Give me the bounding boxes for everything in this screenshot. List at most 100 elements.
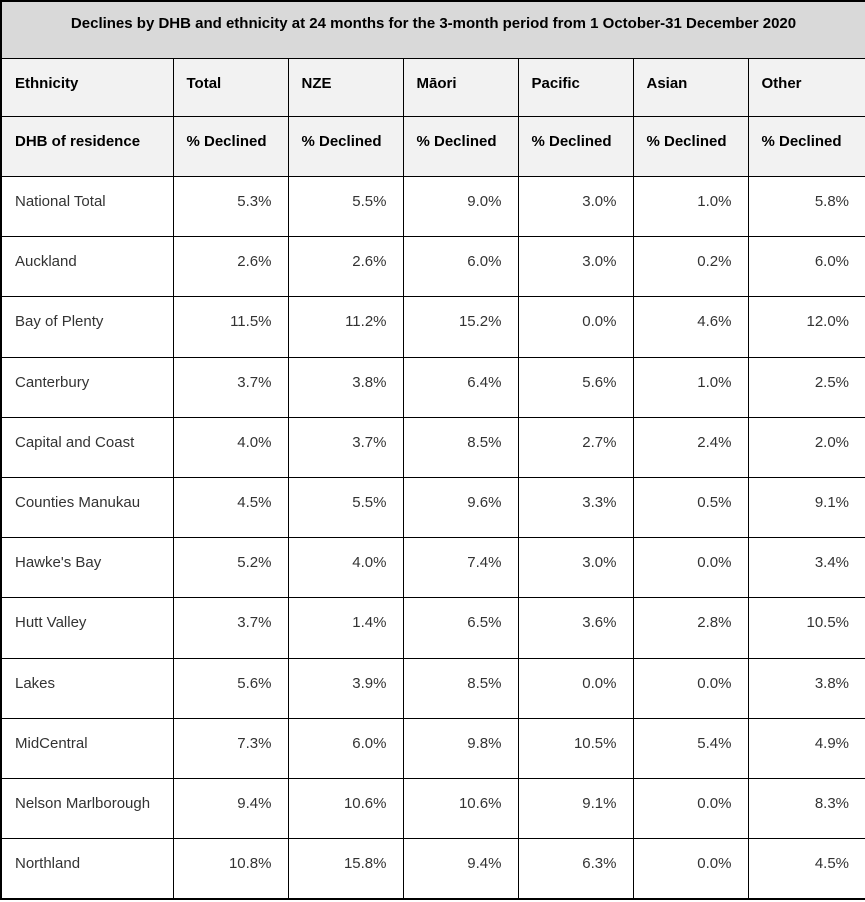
value-cell: 5.8%: [747, 176, 865, 238]
value-cell: 6.5%: [402, 597, 519, 659]
value-cell: 9.1%: [517, 777, 634, 840]
value-cell: 4.9%: [747, 717, 865, 779]
value-cell: 9.8%: [402, 717, 519, 779]
table-row-nelson-marlborough: Nelson Marlborough 9.4% 10.6% 10.6% 9.1%…: [0, 777, 865, 840]
value-cell: 3.4%: [747, 537, 865, 599]
value-cell: 5.6%: [172, 657, 289, 719]
table-row-northland: Northland 10.8% 15.8% 9.4% 6.3% 0.0% 4.5…: [0, 838, 865, 900]
value-cell: 0.5%: [632, 476, 749, 539]
value-cell: 5.5%: [287, 476, 404, 539]
value-cell: 5.5%: [287, 176, 404, 238]
table-title: Declines by DHB and ethnicity at 24 mont…: [0, 0, 865, 59]
table-row-midcentral: MidCentral 7.3% 6.0% 9.8% 10.5% 5.4% 4.9…: [0, 717, 865, 779]
dhb-cell: Capital and Coast: [0, 416, 174, 479]
header-pct-declined-total: % Declined: [172, 115, 289, 178]
value-cell: 0.0%: [632, 777, 749, 840]
value-cell: 4.6%: [632, 296, 749, 358]
value-cell: 9.4%: [172, 777, 289, 840]
value-cell: 2.7%: [517, 416, 634, 479]
table-row-counties-manukau: Counties Manukau 4.5% 5.5% 9.6% 3.3% 0.5…: [0, 476, 865, 539]
value-cell: 9.4%: [402, 838, 519, 900]
value-cell: 2.8%: [632, 597, 749, 659]
header-row-dhb: DHB of residence % Declined % Declined %…: [0, 115, 865, 178]
table-row-hutt-valley: Hutt Valley 3.7% 1.4% 6.5% 3.6% 2.8% 10.…: [0, 597, 865, 659]
table-row-capital-and-coast: Capital and Coast 4.0% 3.7% 8.5% 2.7% 2.…: [0, 416, 865, 479]
value-cell: 9.1%: [747, 476, 865, 539]
value-cell: 2.0%: [747, 416, 865, 479]
value-cell: 1.4%: [287, 597, 404, 659]
header-maori: Māori: [402, 57, 519, 117]
value-cell: 5.2%: [172, 537, 289, 599]
dhb-cell: National Total: [0, 176, 174, 238]
value-cell: 3.0%: [517, 537, 634, 599]
header-nze: NZE: [287, 57, 404, 117]
header-pct-declined-other: % Declined: [747, 115, 865, 178]
value-cell: 10.8%: [172, 838, 289, 900]
value-cell: 9.6%: [402, 476, 519, 539]
value-cell: 6.0%: [747, 236, 865, 298]
value-cell: 8.5%: [402, 416, 519, 479]
header-pct-declined-asian: % Declined: [632, 115, 749, 178]
table-row-lakes: Lakes 5.6% 3.9% 8.5% 0.0% 0.0% 3.8%: [0, 657, 865, 719]
value-cell: 0.0%: [632, 537, 749, 599]
value-cell: 12.0%: [747, 296, 865, 358]
value-cell: 2.6%: [172, 236, 289, 298]
value-cell: 0.2%: [632, 236, 749, 298]
value-cell: 6.0%: [287, 717, 404, 779]
table-row-bay-of-plenty: Bay of Plenty 11.5% 11.2% 15.2% 0.0% 4.6…: [0, 296, 865, 358]
value-cell: 3.7%: [287, 416, 404, 479]
value-cell: 2.4%: [632, 416, 749, 479]
table-row-canterbury: Canterbury 3.7% 3.8% 6.4% 5.6% 1.0% 2.5%: [0, 356, 865, 418]
header-pct-declined-pacific: % Declined: [517, 115, 634, 178]
value-cell: 5.4%: [632, 717, 749, 779]
value-cell: 10.6%: [287, 777, 404, 840]
value-cell: 2.5%: [747, 356, 865, 418]
value-cell: 8.5%: [402, 657, 519, 719]
table-title-row: Declines by DHB and ethnicity at 24 mont…: [0, 0, 865, 59]
dhb-cell: Hutt Valley: [0, 597, 174, 659]
value-cell: 6.0%: [402, 236, 519, 298]
value-cell: 11.5%: [172, 296, 289, 358]
header-other: Other: [747, 57, 865, 117]
value-cell: 3.7%: [172, 597, 289, 659]
value-cell: 3.9%: [287, 657, 404, 719]
dhb-cell: Nelson Marlborough: [0, 777, 174, 840]
dhb-cell: Northland: [0, 838, 174, 900]
header-pct-declined-maori: % Declined: [402, 115, 519, 178]
value-cell: 7.3%: [172, 717, 289, 779]
value-cell: 2.6%: [287, 236, 404, 298]
header-pct-declined-nze: % Declined: [287, 115, 404, 178]
header-pacific: Pacific: [517, 57, 634, 117]
header-asian: Asian: [632, 57, 749, 117]
value-cell: 3.8%: [287, 356, 404, 418]
header-dhb-of-residence: DHB of residence: [0, 115, 174, 178]
value-cell: 8.3%: [747, 777, 865, 840]
dhb-cell: Hawke's Bay: [0, 537, 174, 599]
value-cell: 3.8%: [747, 657, 865, 719]
value-cell: 3.7%: [172, 356, 289, 418]
value-cell: 10.6%: [402, 777, 519, 840]
dhb-cell: Bay of Plenty: [0, 296, 174, 358]
value-cell: 3.6%: [517, 597, 634, 659]
value-cell: 0.0%: [517, 296, 634, 358]
dhb-cell: Auckland: [0, 236, 174, 298]
value-cell: 15.8%: [287, 838, 404, 900]
value-cell: 1.0%: [632, 356, 749, 418]
table-row-auckland: Auckland 2.6% 2.6% 6.0% 3.0% 0.2% 6.0%: [0, 236, 865, 298]
header-total: Total: [172, 57, 289, 117]
value-cell: 0.0%: [632, 838, 749, 900]
value-cell: 9.0%: [402, 176, 519, 238]
value-cell: 5.6%: [517, 356, 634, 418]
value-cell: 4.5%: [747, 838, 865, 900]
value-cell: 15.2%: [402, 296, 519, 358]
dhb-cell: Canterbury: [0, 356, 174, 418]
value-cell: 3.0%: [517, 236, 634, 298]
value-cell: 0.0%: [517, 657, 634, 719]
value-cell: 0.0%: [632, 657, 749, 719]
dhb-cell: Lakes: [0, 657, 174, 719]
table-row-national-total: National Total 5.3% 5.5% 9.0% 3.0% 1.0% …: [0, 176, 865, 238]
header-row-ethnicity: Ethnicity Total NZE Māori Pacific Asian …: [0, 57, 865, 117]
value-cell: 4.5%: [172, 476, 289, 539]
